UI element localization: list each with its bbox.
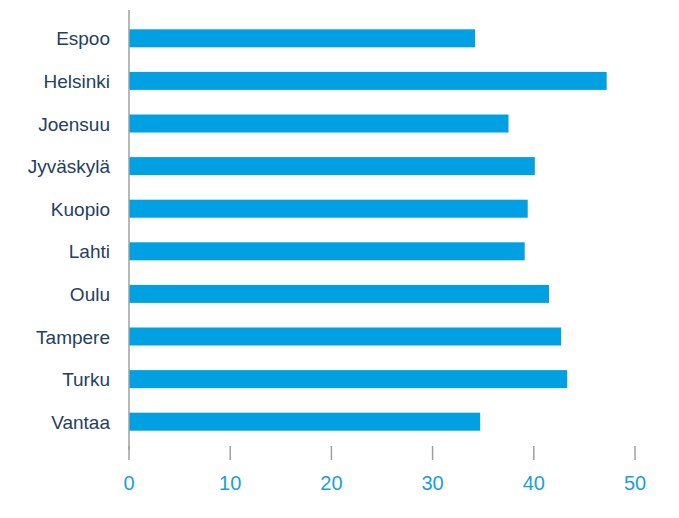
category-label: Helsinki [43, 71, 110, 92]
bar [129, 72, 607, 90]
category-label: Lahti [69, 241, 110, 262]
category-label: Vantaa [51, 412, 110, 433]
x-tick [533, 446, 535, 460]
x-tick-label: 0 [123, 472, 134, 494]
category-label: Jyväskylä [28, 156, 111, 177]
bar [129, 285, 549, 303]
bars [129, 29, 607, 430]
category-label: Espoo [56, 28, 110, 49]
bar [129, 242, 525, 260]
x-tick-label: 40 [523, 472, 545, 494]
x-tick [634, 446, 636, 460]
bar [129, 328, 561, 346]
bar [129, 370, 567, 388]
chart-container: Espoo Helsinki Joensuu Jyväskylä Kuopio Lahti… [0, 0, 679, 518]
category-label: Tampere [36, 327, 110, 348]
x-tick-label: 50 [624, 472, 646, 494]
x-tick-label: 10 [219, 472, 241, 494]
category-label: Kuopio [51, 199, 110, 220]
x-tick-label: 30 [421, 472, 443, 494]
category-label: Oulu [70, 284, 110, 305]
x-tick [128, 446, 130, 460]
category-label: Turku [62, 369, 110, 390]
bar [129, 29, 475, 47]
bar [129, 115, 509, 133]
x-tick [229, 446, 231, 460]
y-axis-line [128, 10, 130, 450]
bar [129, 200, 528, 218]
category-label: Joensuu [38, 114, 110, 135]
bar [129, 157, 535, 175]
x-tick [331, 446, 333, 460]
chart-svg: Espoo Helsinki Joensuu Jyväskylä Kuopio Lahti… [0, 0, 679, 518]
x-tick-label: 20 [320, 472, 342, 494]
bar [129, 413, 480, 431]
x-tick [432, 446, 434, 460]
